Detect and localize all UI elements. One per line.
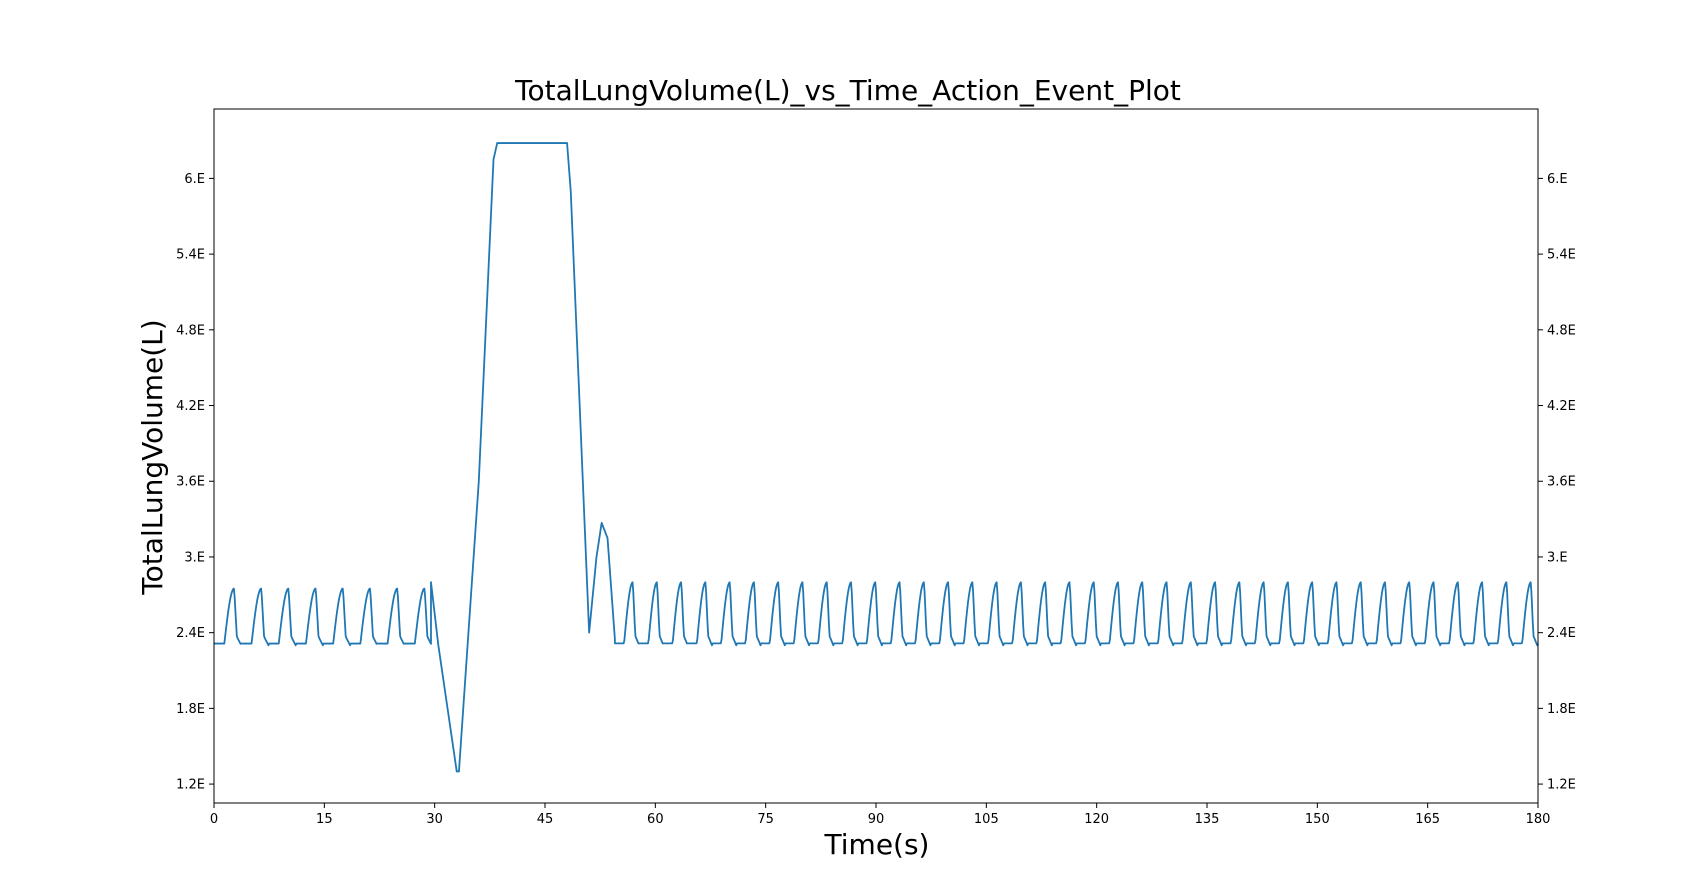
series-line <box>213 142 1539 773</box>
x-tick-label: 180 <box>1526 812 1551 827</box>
y-tick-label-right: 3.6E <box>1547 475 1576 490</box>
x-tick-label: 75 <box>757 812 774 827</box>
y-tick-label-right: 3.E <box>1547 550 1568 565</box>
series-layer <box>213 142 1539 773</box>
y-tick-label-right: 6.E <box>1547 172 1568 187</box>
y-tick-label-right: 1.8E <box>1547 702 1576 717</box>
y-tick-label-left: 1.2E <box>176 778 205 793</box>
x-tick-label: 165 <box>1415 812 1440 827</box>
y-tick-label-left: 4.2E <box>176 399 205 414</box>
chart-title: TotalLungVolume(L)_vs_Time_Action_Event_… <box>514 74 1181 107</box>
x-axis-label: Time(s) <box>824 828 930 861</box>
y-tick-label-left: 3.6E <box>176 475 205 490</box>
x-tick-label: 45 <box>537 812 554 827</box>
x-tick-label: 90 <box>868 812 885 827</box>
x-tick-label: 15 <box>316 812 333 827</box>
axis-ticks: 0 15 30 45 60 75 90 105 120 135 150 165 180 1.2E 1.2E 1… <box>176 172 1576 827</box>
y-tick-label-left: 5.4E <box>176 248 205 263</box>
x-tick-label: 0 <box>210 812 218 827</box>
x-tick-label: 150 <box>1305 812 1330 827</box>
y-tick-label-right: 4.2E <box>1547 399 1576 414</box>
x-tick-label: 60 <box>647 812 664 827</box>
y-tick-label-left: 6.E <box>184 172 205 187</box>
x-tick-label: 135 <box>1195 812 1220 827</box>
y-tick-label-left: 3.E <box>184 550 205 565</box>
y-tick-label-right: 4.8E <box>1547 323 1576 338</box>
x-tick-label: 105 <box>974 812 999 827</box>
y-axis-label: TotalLungVolume(L) <box>136 319 169 595</box>
x-tick-label: 30 <box>426 812 443 827</box>
x-tick-label: 120 <box>1084 812 1109 827</box>
y-tick-label-right: 5.4E <box>1547 248 1576 263</box>
y-tick-label-left: 4.8E <box>176 323 205 338</box>
y-tick-label-left: 2.4E <box>176 626 205 641</box>
plot-frame <box>213 108 1539 804</box>
y-tick-label-right: 2.4E <box>1547 626 1576 641</box>
y-tick-label-left: 1.8E <box>176 702 205 717</box>
y-tick-label-right: 1.2E <box>1547 778 1576 793</box>
